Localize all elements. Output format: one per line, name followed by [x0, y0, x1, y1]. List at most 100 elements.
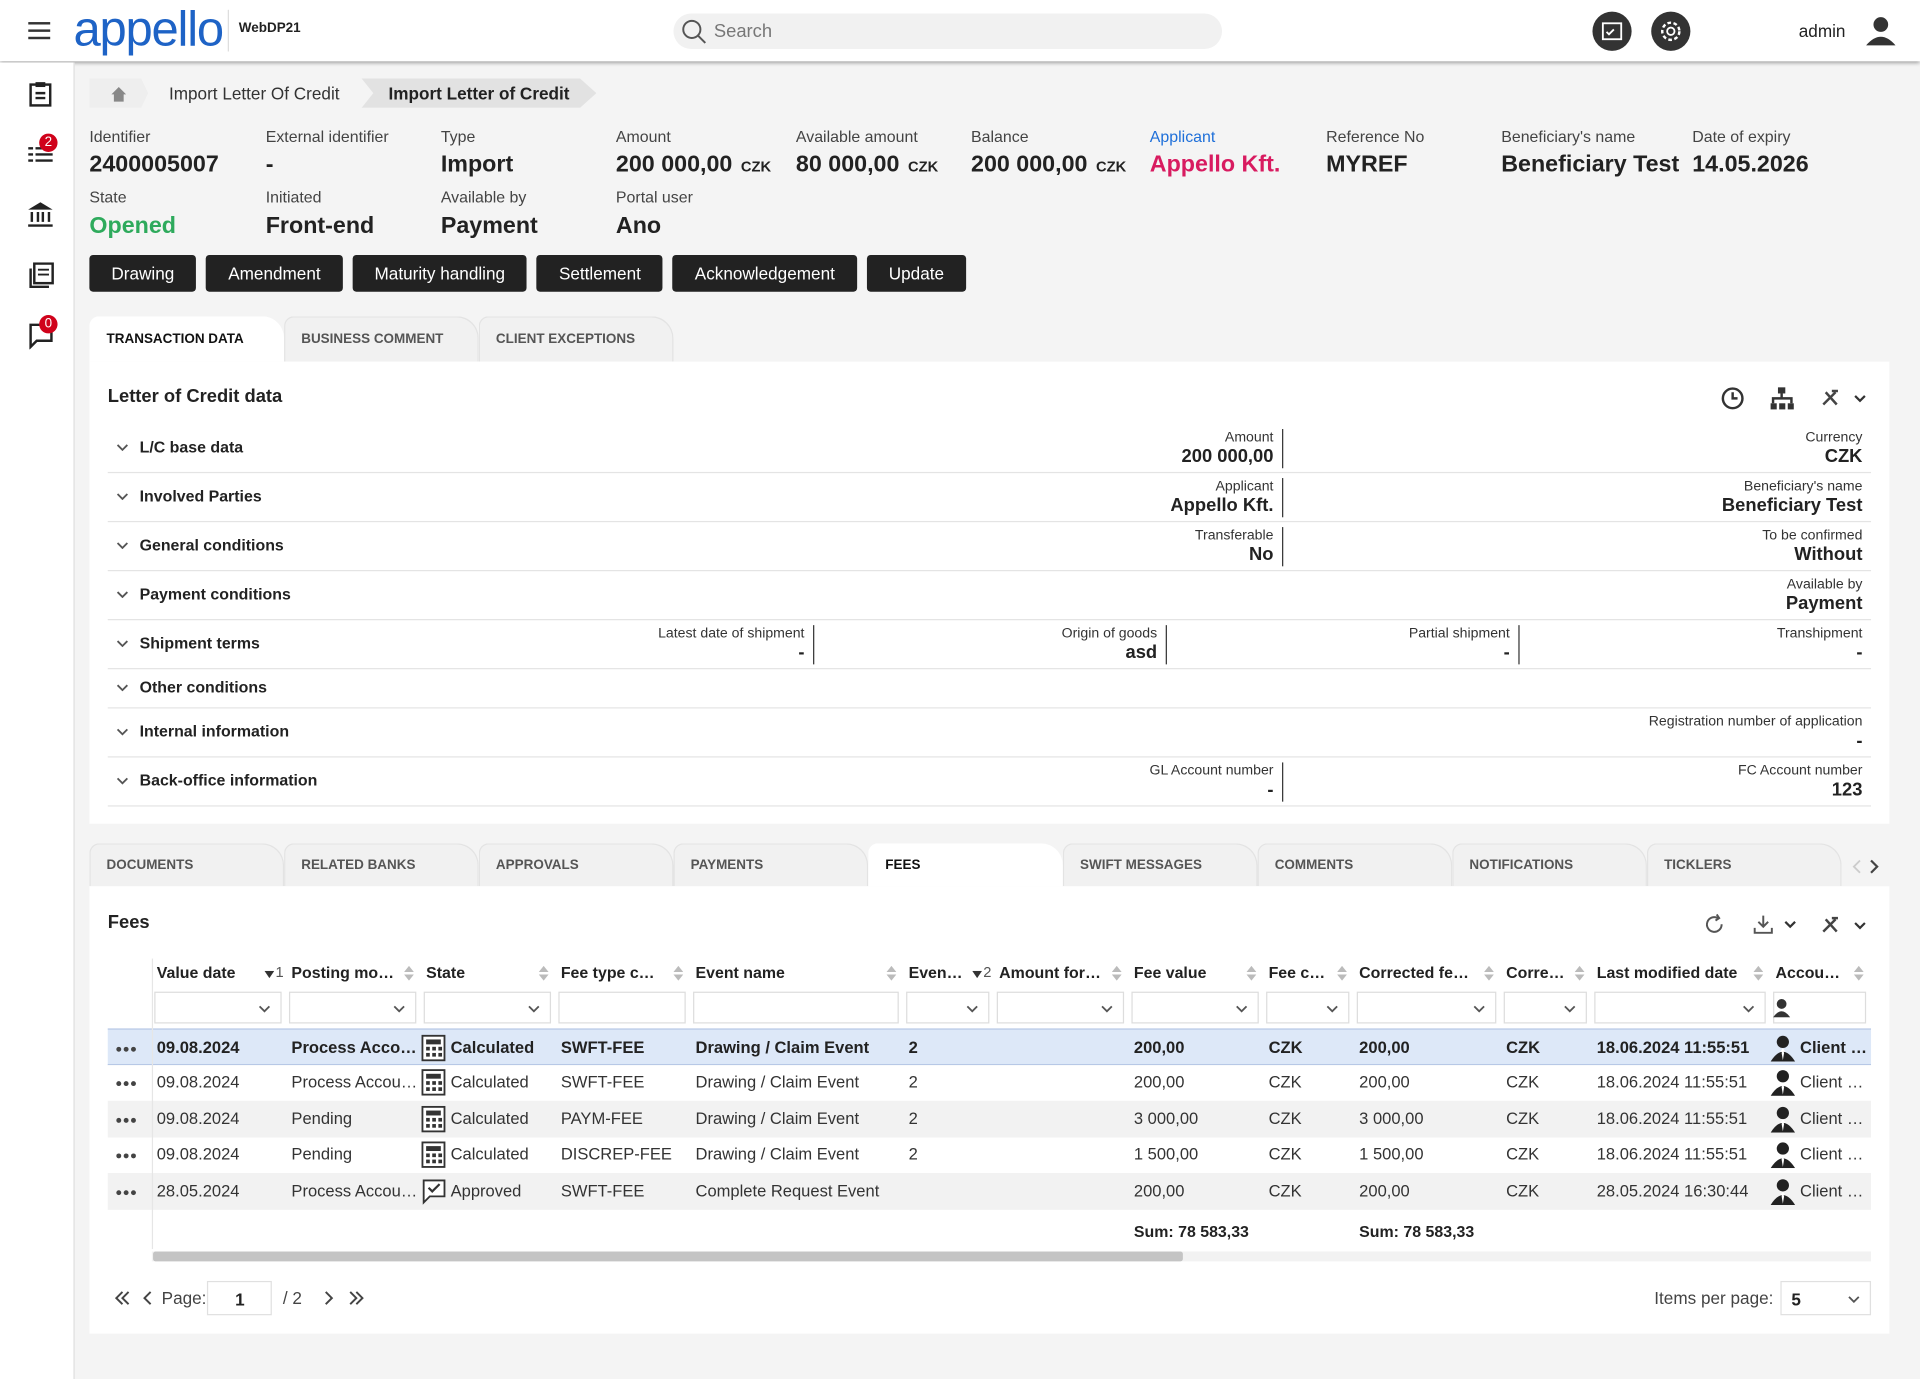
action-button[interactable]: Amendment [206, 254, 343, 292]
section-title[interactable]: L/C base data [139, 437, 244, 456]
scrollbar-thumb[interactable] [153, 1251, 1183, 1262]
column-filter[interactable] [906, 991, 990, 1024]
user-icon[interactable] [1865, 15, 1897, 47]
tab[interactable]: PAYMENTS [673, 843, 869, 887]
hierarchy-button[interactable] [1769, 386, 1794, 411]
table-cell: SWFT-FEE [560, 1181, 645, 1200]
column-filter[interactable] [693, 991, 899, 1024]
column-filter[interactable] [154, 991, 282, 1024]
expand-icon [116, 684, 128, 692]
column-filter[interactable] [288, 991, 417, 1024]
nav-icon[interactable] [28, 142, 55, 167]
summary-value: Opened [89, 213, 176, 240]
table-row-selected[interactable]: 09.08.2024 Process Accou... Calculated SWFT… [107, 1028, 1872, 1065]
tab[interactable]: APPROVALS [478, 843, 674, 887]
tab[interactable]: NOTIFICATIONS [1452, 843, 1647, 887]
field-label: Transhipment [1776, 626, 1863, 642]
column-header[interactable]: Event name [695, 963, 785, 982]
column-filter[interactable] [1594, 991, 1766, 1024]
section-title[interactable]: Shipment terms [139, 633, 260, 653]
dropdown-icon [1743, 1005, 1755, 1013]
tab-scroll[interactable] [1847, 858, 1884, 875]
field-label: Origin of goods [1061, 626, 1158, 642]
section-title[interactable]: Payment conditions [139, 584, 291, 604]
column-filter[interactable] [1266, 991, 1350, 1024]
column-filter[interactable] [1773, 991, 1867, 1024]
tools-button[interactable] [1821, 389, 1868, 409]
tab[interactable]: TICKLERS [1646, 843, 1842, 887]
section-title[interactable]: General conditions [139, 535, 284, 555]
tab[interactable]: RELATED BANKS [284, 843, 479, 887]
first-page[interactable] [114, 1291, 131, 1306]
sidebar: 2 0 [0, 62, 75, 1379]
column-header[interactable]: State [426, 963, 466, 982]
field-label: To be confirmed [1762, 528, 1863, 544]
expand-icon [116, 728, 128, 736]
settings-button[interactable] [1651, 11, 1691, 51]
column-header[interactable]: Posting mode [291, 963, 395, 982]
search-box[interactable]: Search [673, 13, 1223, 50]
action-button[interactable]: Maturity handling [352, 254, 528, 292]
last-page[interactable] [348, 1291, 365, 1306]
column-header[interactable]: Fee type code [560, 963, 664, 982]
column-filter[interactable] [996, 991, 1125, 1024]
table-row[interactable]: 09.08.2024 Pending Calculated PAYM-FEE Drawi… [107, 1100, 1872, 1137]
home-crumb[interactable] [89, 78, 149, 108]
table-cell: Drawing / Claim Event [695, 1037, 870, 1057]
field-value: 123 [1831, 779, 1863, 801]
expand-icon [116, 444, 128, 452]
table-row[interactable]: 09.08.2024 Process Accoun... Calculated SWF… [107, 1064, 1872, 1101]
tab-active[interactable]: TRANSACTION DATA [89, 316, 285, 362]
column-filter[interactable] [1131, 991, 1259, 1024]
menu-button[interactable] [28, 20, 52, 42]
history-button[interactable] [1720, 386, 1744, 411]
section-title[interactable]: Internal information [139, 721, 290, 741]
tab-bar: TRANSACTION DATA BUSINESS COMMENT CLIENT E… [89, 316, 674, 362]
column-filter[interactable] [558, 991, 686, 1024]
column-header[interactable]: Fee curr... [1268, 963, 1328, 982]
section-title[interactable]: Back-office information [139, 771, 318, 790]
action-button[interactable]: Settlement [536, 254, 663, 292]
nav-icon[interactable] [27, 201, 54, 228]
field: Currency CZK [1282, 429, 1871, 469]
column-header[interactable]: Correcte... [1506, 963, 1565, 982]
export-button[interactable] [1752, 913, 1799, 935]
column-filter[interactable] [423, 991, 552, 1024]
page-input[interactable]: 1 [206, 1280, 272, 1316]
section-title[interactable]: Other conditions [139, 677, 267, 697]
nav-icon[interactable] [28, 81, 52, 108]
column-header[interactable]: Value date [156, 963, 236, 982]
column-filter[interactable] [1356, 991, 1497, 1024]
action-button[interactable]: Acknowledgement [672, 254, 857, 292]
column-header[interactable]: Event nu… [908, 963, 968, 982]
crumb[interactable]: Import Letter Of Credit [168, 83, 340, 103]
action-button[interactable]: Drawing [89, 254, 197, 292]
refresh-button[interactable] [1703, 913, 1725, 935]
action-button[interactable]: Update [866, 254, 967, 292]
column-header[interactable]: Corrected fee v... [1359, 963, 1474, 982]
column-header[interactable]: Account type [1775, 963, 1845, 982]
column-header[interactable]: Last modified date [1596, 963, 1738, 982]
field: FC Account number 123 [1282, 762, 1871, 802]
tab-active[interactable]: FEES [868, 843, 1063, 887]
prev-page[interactable] [142, 1291, 154, 1306]
tab[interactable]: SWIFT MESSAGES [1062, 843, 1258, 887]
items-select[interactable]: 5 [1780, 1280, 1872, 1316]
table-row[interactable]: 28.05.2024 Process Accoun... Approved SWFT-… [107, 1173, 1872, 1210]
tab[interactable]: CLIENT EXCEPTIONS [478, 316, 674, 362]
tools-button[interactable] [1821, 916, 1868, 936]
column-header[interactable]: Fee value [1133, 963, 1207, 982]
user-name[interactable]: admin [1798, 20, 1846, 41]
next-page[interactable] [323, 1291, 335, 1306]
nav-icon[interactable] [28, 262, 55, 289]
tab[interactable]: BUSINESS COMMENT [284, 316, 479, 362]
table-row[interactable]: 09.08.2024 Pending Calculated DISCREP-FEE Dr… [107, 1136, 1872, 1174]
tab[interactable]: DOCUMENTS [89, 843, 285, 887]
column-filter[interactable] [1503, 991, 1587, 1024]
section-title[interactable]: Involved Parties [139, 486, 262, 506]
expand-icon [116, 640, 128, 648]
summary-value: Payment [441, 213, 538, 240]
tasks-button[interactable] [1592, 11, 1632, 51]
column-header[interactable]: Amount for ac... [999, 963, 1102, 982]
tab[interactable]: COMMENTS [1257, 843, 1453, 887]
